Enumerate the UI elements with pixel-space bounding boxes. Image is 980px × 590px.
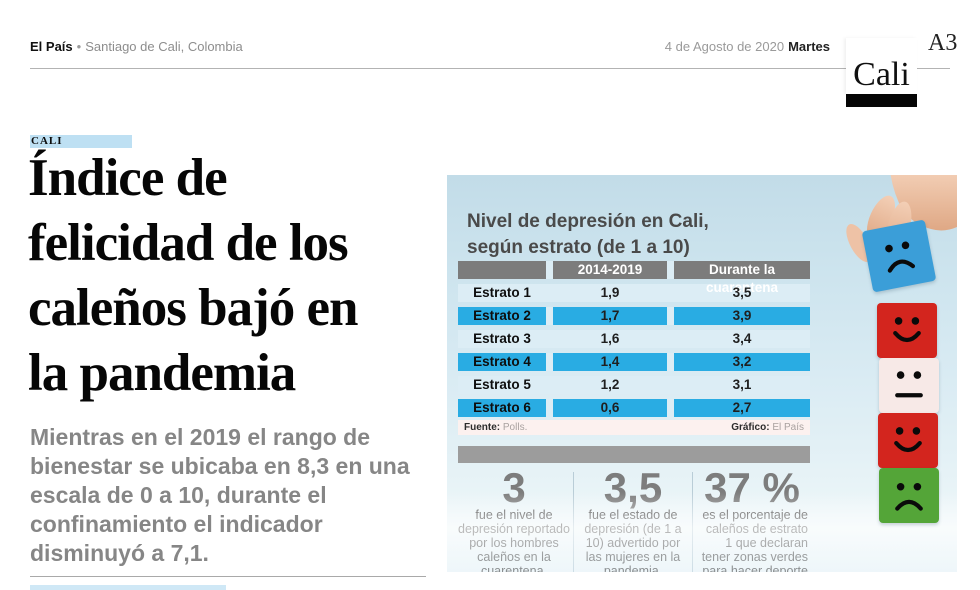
row-label: Estrato 5 [473, 377, 531, 392]
table-row: Estrato 5 1,2 3,1 [458, 376, 810, 394]
table-row: Estrato 2 1,7 3,9 [458, 307, 810, 325]
masthead-separator: • [76, 39, 82, 54]
depression-table: 2014-2019 Durante la cuarentena Estrato … [458, 261, 810, 422]
row-value-period: 1,4 [553, 353, 667, 371]
newspaper-brand: El País [30, 39, 73, 54]
section-logo-text: Cali [853, 56, 910, 93]
stat-value: 37 % [704, 464, 800, 511]
kicker: CALI [30, 135, 132, 148]
stat-value: 3 [502, 464, 526, 511]
row-value-quarantine: 2,7 [674, 399, 810, 417]
credit-text: Gráfico: El País [731, 420, 804, 435]
row-value-quarantine: 3,9 [674, 307, 810, 325]
row-label: Estrato 4 [458, 353, 546, 371]
red-happy-cube [878, 413, 938, 468]
next-section-kicker-bar [30, 585, 226, 590]
happy-face-icon [894, 426, 922, 452]
stat-women: 3,5 fue el estado de depresión (de 1 a 1… [577, 464, 689, 573]
stat-men: 3 fue el nivel de depresión reportado po… [458, 464, 570, 573]
headline-line: felicidad de los [28, 214, 349, 272]
row-label: Estrato 6 [458, 399, 546, 417]
row-value-period: 1,9 [600, 285, 620, 300]
row-label: Estrato 3 [473, 331, 531, 346]
stat-divider [692, 472, 693, 572]
stat-divider [573, 472, 574, 572]
headline: Índice de felicidad de los caleños bajó … [28, 146, 468, 406]
row-value-quarantine: 3,4 [732, 331, 752, 346]
row-label: Estrato 1 [473, 285, 531, 300]
headline-line: la pandemia [28, 344, 296, 402]
source-credit-bar: Fuente: Polls. Gráfico: El País [458, 420, 810, 435]
table-header-quarantine: Durante la cuarentena [674, 261, 810, 295]
gray-separator-bar [458, 446, 810, 463]
infographic-title-line: Nivel de depresión en Cali, [467, 211, 709, 232]
credit-label: Gráfico: [731, 422, 770, 433]
masthead-left: El País • Santiago de Cali, Colombia [30, 39, 243, 54]
infographic-panel: Nivel de depresión en Cali, según estrat… [447, 175, 957, 572]
headline-line: caleños bajó en [28, 279, 359, 337]
table-row: Estrato 6 0,6 2,7 [458, 399, 810, 417]
row-value-period: 1,2 [600, 377, 620, 392]
day-text: Martes [788, 39, 830, 54]
article-divider-rule [30, 576, 426, 577]
green-sad-cube [879, 468, 939, 523]
red-happy-cube [877, 303, 937, 358]
source-text: Fuente: Polls. [464, 420, 527, 435]
infographic-title: Nivel de depresión en Cali, según estrat… [467, 209, 709, 261]
stat-description: fue el estado de depresión (de 1 a 10) a… [577, 508, 689, 572]
infographic-title-line: según estrato (de 1 a 10) [467, 237, 690, 258]
neutral-face-icon [895, 370, 923, 397]
table-row: Estrato 4 1,4 3,2 [458, 353, 810, 371]
lede-paragraph: Mientras en el 2019 el rango de bienesta… [30, 424, 410, 566]
happy-face-icon [893, 316, 921, 342]
headline-line: Índice de [28, 149, 228, 207]
row-value-quarantine: 3,2 [674, 353, 810, 371]
row-value-period: 1,7 [553, 307, 667, 325]
table-row: Estrato 3 1,6 3,4 [458, 330, 810, 348]
kicker-label: CALI [31, 135, 63, 147]
blue-sad-cube [861, 219, 937, 293]
stat-value: 3,5 [603, 464, 663, 511]
table-header-row: 2014-2019 Durante la cuarentena [458, 261, 810, 295]
table-header-period: 2014-2019 [553, 261, 667, 279]
masthead-date: 4 de Agosto de 2020 Martes [665, 39, 830, 54]
stat-green-zones: 37 % es el porcentaje de caleños de estr… [696, 464, 808, 573]
row-value-period: 0,6 [553, 399, 667, 417]
sad-face-icon [895, 482, 923, 511]
stat-description: es el porcentaje de caleños de estrato 1… [696, 508, 808, 572]
source-label: Fuente: [464, 422, 501, 433]
source-value: Polls. [502, 422, 528, 433]
table-header-empty [458, 261, 546, 279]
table-row: Estrato 1 1,9 3,5 [458, 284, 810, 302]
sad-face-icon [885, 241, 916, 273]
row-value-quarantine: 3,5 [732, 285, 752, 300]
section-logo-box: Cali [846, 38, 917, 94]
page-number: A3 [928, 30, 958, 56]
row-label: Estrato 2 [458, 307, 546, 325]
row-value-period: 1,6 [600, 331, 620, 346]
white-neutral-cube [879, 358, 939, 413]
section-logo-bar [846, 94, 917, 107]
masthead-rule [30, 68, 950, 69]
row-value-quarantine: 3,1 [732, 377, 752, 392]
stat-description: fue el nivel de depresión reportado por … [458, 508, 570, 572]
masthead-location: Santiago de Cali, Colombia [85, 39, 243, 54]
stats-row: 3 fue el nivel de depresión reportado po… [458, 464, 810, 573]
date-text: 4 de Agosto de 2020 [664, 39, 785, 54]
credit-value: El País [772, 422, 804, 433]
